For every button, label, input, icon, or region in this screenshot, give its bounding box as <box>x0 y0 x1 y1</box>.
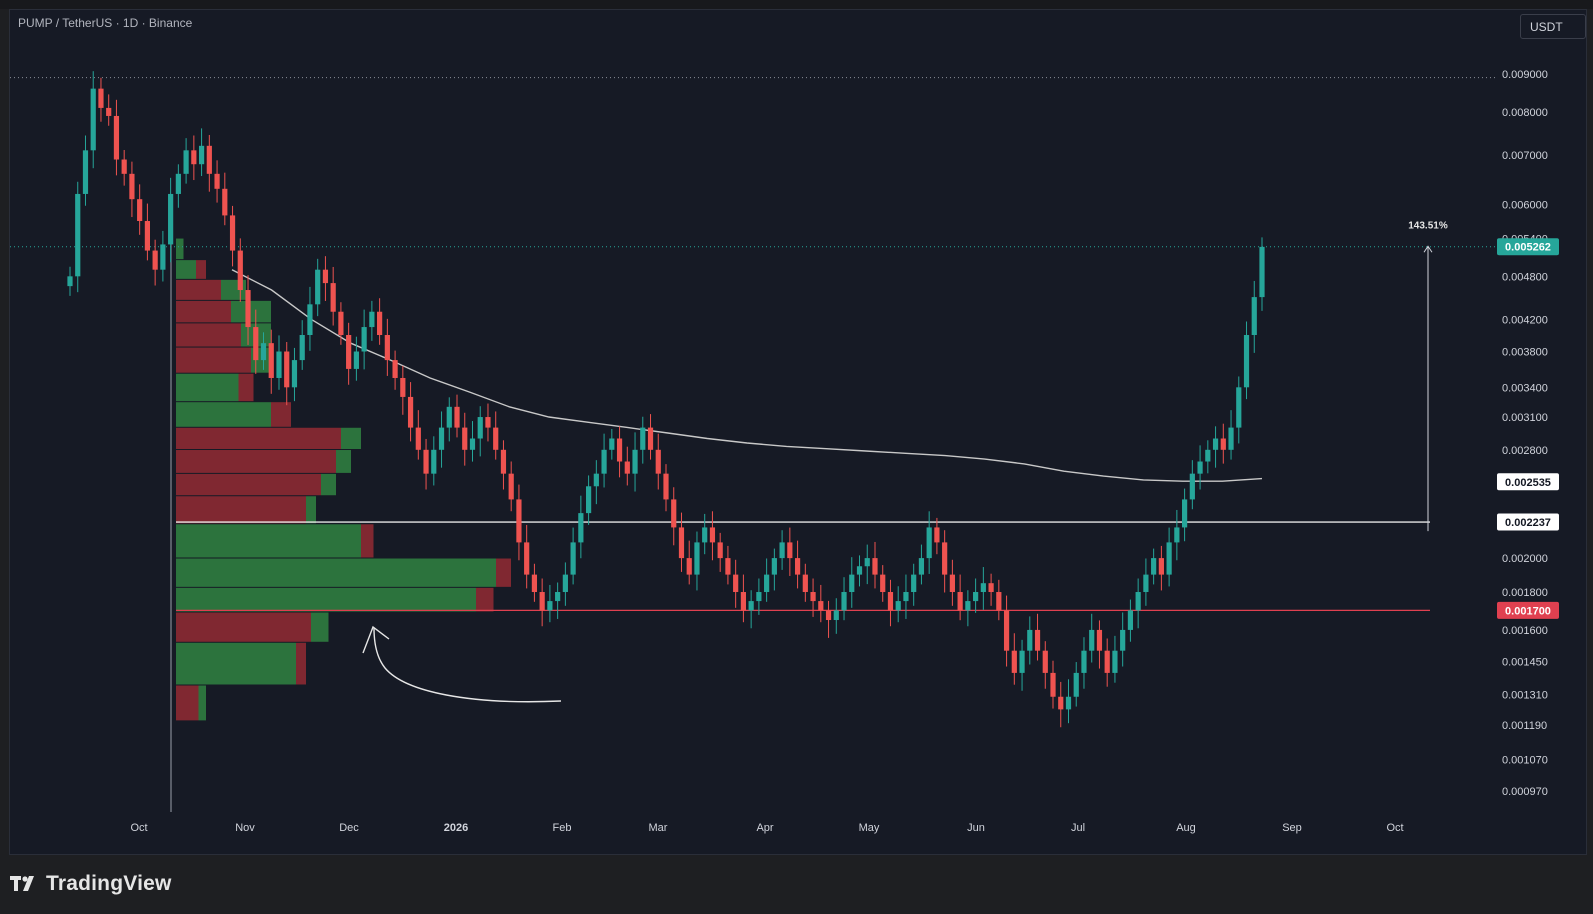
top-strip <box>0 0 1593 9</box>
symbol-title: PUMP / TetherUS · 1D · Binance <box>18 16 193 30</box>
tradingview-logo-icon <box>10 876 34 891</box>
tradingview-logo[interactable]: TradingView <box>10 872 172 896</box>
logo-text: TradingView <box>46 872 172 895</box>
currency-button[interactable]: USDT <box>1520 14 1586 39</box>
chart-area[interactable] <box>9 9 1587 855</box>
